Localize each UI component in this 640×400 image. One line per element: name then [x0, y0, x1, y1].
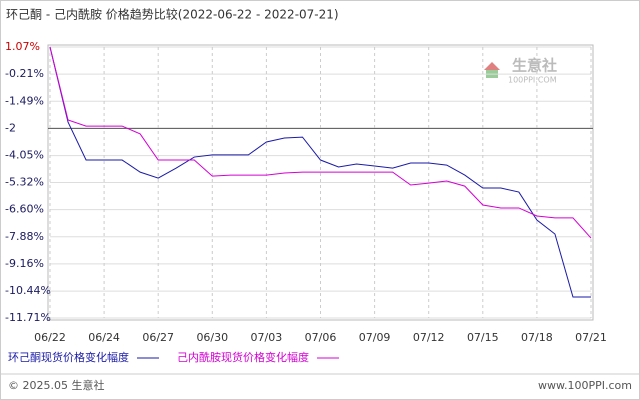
- legend-label: 己内酰胺现货价格变化幅度: [177, 350, 309, 364]
- x-tick-label: 06/24: [88, 331, 120, 344]
- x-tick-label: 06/27: [142, 331, 174, 344]
- y-tick-label: -10.44%: [5, 284, 51, 297]
- series-line: [49, 46, 592, 239]
- x-tick-label: 07/21: [575, 331, 607, 344]
- watermark-brand: 生意社: [512, 57, 557, 75]
- x-tick-label: 07/09: [359, 331, 391, 344]
- x-tick-label: 07/15: [467, 331, 499, 344]
- y-tick-label: -5.32%: [5, 176, 44, 189]
- y-tick-label: -6.60%: [5, 203, 44, 216]
- x-tick-label: 07/06: [305, 331, 337, 344]
- legend-label: 环己酮现货价格变化幅度: [8, 350, 129, 364]
- plot-area: [47, 44, 594, 321]
- y-tick-label: -4.05%: [5, 149, 44, 162]
- y-tick-label: -9.16%: [5, 257, 44, 270]
- series-line: [49, 46, 591, 298]
- x-tick-label: 07/18: [521, 331, 553, 344]
- footer-left: © 2025.05 生意社: [8, 378, 104, 392]
- watermark-icon: [484, 62, 500, 70]
- y-tick-label: -0.21%: [5, 67, 44, 80]
- chart-title: 环己酮 - 己内酰胺 价格趋势比较(2022-06-22 - 2022-07-2…: [6, 7, 339, 22]
- y-tick-label: -11.71%: [5, 311, 51, 324]
- watermark-site: 100PPI.COM: [508, 76, 557, 85]
- y-tick-label: -1.49%: [5, 94, 44, 107]
- y-tick-label: 1.07%: [5, 40, 40, 53]
- x-tick-label: 06/30: [196, 331, 228, 344]
- x-tick-label: 06/22: [34, 331, 66, 344]
- footer-right: www.100PPI.com: [538, 379, 632, 392]
- x-tick-label: 07/03: [251, 331, 283, 344]
- y-tick-label: -7.88%: [5, 230, 44, 243]
- x-tick-label: 07/12: [413, 331, 445, 344]
- y-tick-label: -2: [5, 121, 16, 134]
